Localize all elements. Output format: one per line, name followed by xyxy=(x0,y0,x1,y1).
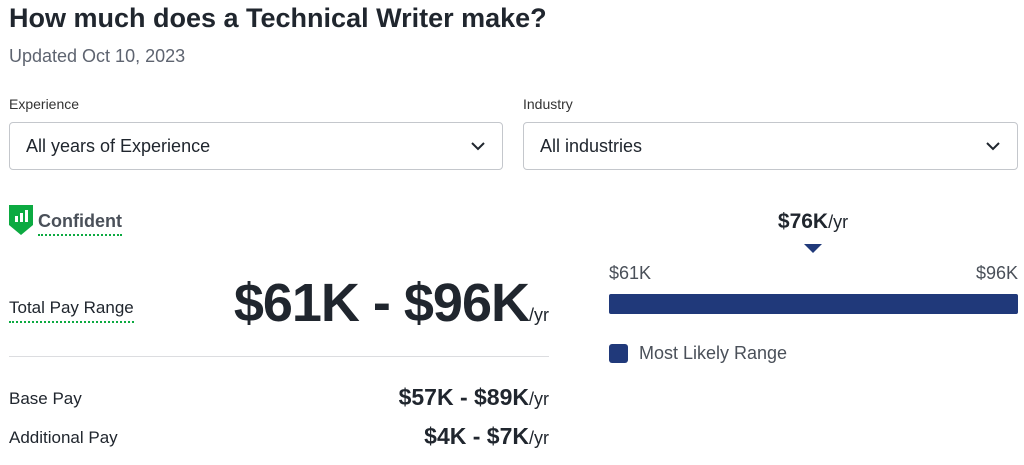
range-value: $61K - $96K xyxy=(233,273,530,333)
dropdown-value: All industries xyxy=(540,135,643,156)
total-pay-label[interactable]: Total Pay Range xyxy=(9,298,134,323)
filter-label: Industry xyxy=(523,96,573,112)
base-pay-range: $57K - $89K/yr xyxy=(399,384,549,411)
additional-pay-range: $4K - $7K/yr xyxy=(424,423,549,450)
additional-pay-label: Additional Pay xyxy=(9,428,118,447)
unit: /yr xyxy=(529,428,549,448)
unit: /yr xyxy=(529,305,549,325)
experience-dropdown[interactable]: All years of Experience xyxy=(9,122,503,170)
median-marker xyxy=(804,244,822,253)
median-pay: $76K/yr xyxy=(763,210,863,234)
range-low: $61K xyxy=(609,263,652,283)
filter-label: Experience xyxy=(9,96,80,112)
industry-dropdown[interactable]: All industries xyxy=(523,122,1018,170)
confidence-icon xyxy=(9,205,33,235)
divider xyxy=(9,356,549,357)
chevron-icon xyxy=(986,142,1000,151)
range-bar xyxy=(609,294,1018,314)
legend-label: Most Likely Range xyxy=(639,343,788,363)
range-value: $4K - $7K xyxy=(424,423,529,449)
range-value: $57K - $89K xyxy=(398,384,529,410)
unit: /yr xyxy=(529,389,549,409)
range-high: $96K xyxy=(975,263,1018,283)
legend-swatch xyxy=(609,344,628,363)
total-pay-range: $61K - $96K/yr xyxy=(234,272,549,334)
chevron-icon xyxy=(471,142,485,151)
dropdown-value: All years of Experience xyxy=(26,135,211,156)
title: How much does a Technical Writer make? xyxy=(9,3,547,33)
unit: /yr xyxy=(828,212,849,232)
updated-date: Updated Oct 10, 2023 xyxy=(9,46,186,66)
confidence-label[interactable]: Confident xyxy=(38,211,122,236)
base-pay-label: Base Pay xyxy=(9,389,82,408)
median-value: $76K xyxy=(777,210,829,233)
